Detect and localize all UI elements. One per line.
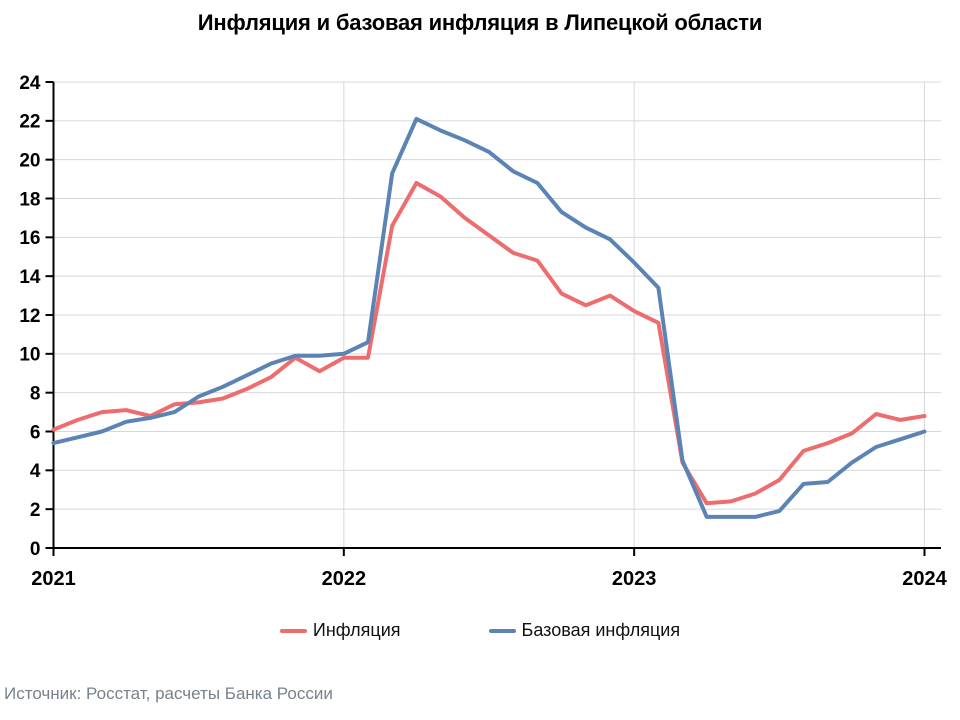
y-tick-label: 16: [19, 228, 40, 249]
inflation-line: [51, 181, 927, 506]
y-tick-label: 24: [19, 73, 41, 94]
x-tick-label: 2022: [322, 568, 367, 590]
legend: Инфляция Базовая инфляция: [0, 620, 960, 641]
y-tick-label: 18: [19, 189, 40, 210]
legend-label-inflation: Инфляция: [312, 620, 401, 640]
y-tick-label: 22: [19, 112, 40, 133]
y-tick-label: 2: [30, 500, 41, 521]
legend-item-core-inflation: Базовая инфляция: [488, 620, 681, 641]
chart-title: Инфляция и базовая инфляция в Липецкой о…: [197, 10, 763, 35]
y-tick-label: 8: [30, 384, 41, 405]
y-tick-label: 12: [19, 306, 40, 327]
legend-item-inflation: Инфляция: [279, 620, 401, 641]
inflation-line-swatch: [279, 628, 307, 633]
legend-label-core-inflation: Базовая инфляция: [521, 620, 681, 640]
source-note: Источник: Росстат, расчеты Банка России: [4, 684, 333, 703]
core-inflation-line-swatch: [488, 628, 516, 633]
y-tick-label: 0: [30, 539, 41, 560]
y-tick-label: 20: [19, 151, 40, 172]
x-tick-label: 2024: [902, 568, 947, 590]
y-tick-label: 14: [19, 267, 41, 288]
y-tick-label: 4: [30, 461, 41, 482]
x-tick-label: 2021: [31, 568, 76, 590]
y-tick-label: 10: [19, 345, 40, 366]
y-tick-label: 6: [30, 422, 41, 443]
core-inflation-line: [51, 116, 927, 519]
x-tick-label: 2023: [612, 568, 657, 590]
